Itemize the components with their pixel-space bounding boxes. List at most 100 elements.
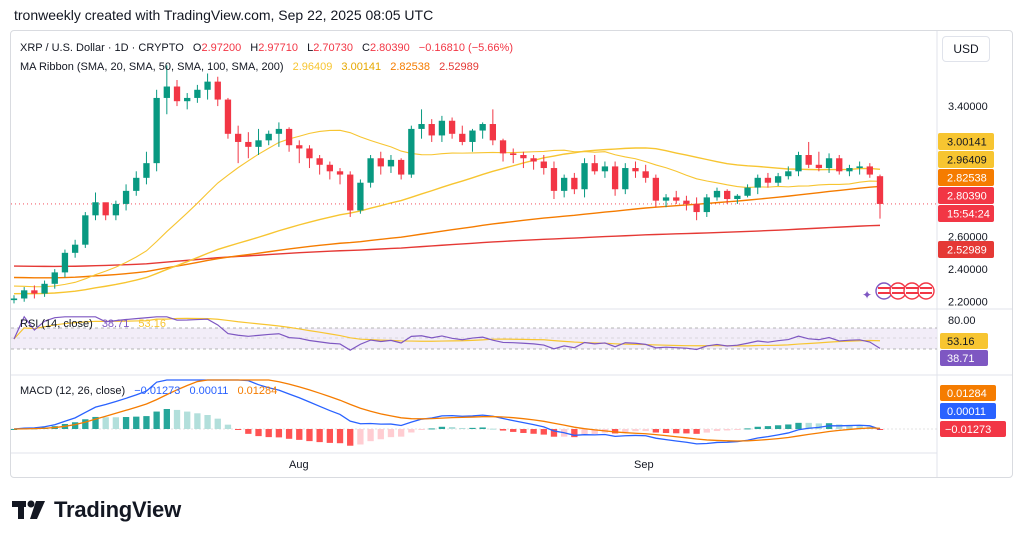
candle-body: [530, 158, 537, 162]
macd-histogram-bar: [418, 429, 425, 430]
candle-body: [571, 177, 578, 190]
close-value: 2.80390: [370, 42, 410, 54]
candle-body: [611, 166, 619, 190]
candle-body: [31, 290, 38, 294]
candle-body: [265, 133, 272, 141]
macd-histogram-bar: [499, 429, 507, 431]
x-axis-sep: Sep: [634, 459, 654, 471]
svg-text:RSI (14, close) 38.71: RSI (14, close) 38.71 53.16: [20, 318, 166, 330]
macd-histogram-bar: [316, 429, 323, 443]
candle-body: [510, 153, 517, 155]
candle-body: [724, 190, 731, 200]
svg-text:MACD (12, 26, close) −0.01: MACD (12, 26, close) −0.01273 0.00011 0.…: [20, 385, 277, 397]
candle-body: [133, 177, 140, 191]
candle-body: [173, 86, 181, 102]
price-tick-label: 3.40000: [948, 101, 988, 113]
macd-histogram-bar: [652, 429, 660, 433]
price-axis-label-ma20: 2.96409: [947, 155, 987, 167]
candle-body: [71, 244, 79, 253]
candle-body: [357, 182, 364, 211]
price-label-bg: [938, 151, 994, 168]
candle-body: [774, 176, 782, 183]
candle-body: [397, 159, 405, 175]
macd-histogram-bar: [92, 416, 99, 429]
candle-body: [347, 174, 354, 211]
macd-histogram-bar: [336, 429, 344, 444]
price-axis-label-price: 2.80390: [947, 191, 987, 203]
candle-body: [856, 166, 863, 169]
price-axis-label-ma50: 3.00141: [947, 137, 987, 149]
symbol-name: XRP / U.S. Dollar · 1D · CRYPTO: [20, 42, 184, 54]
candle-body: [693, 203, 700, 213]
macd-histogram-bar: [408, 429, 415, 433]
macd-histogram-bar: [184, 411, 191, 429]
price-label-bg: [938, 133, 994, 150]
macd-histogram-bar: [622, 429, 629, 433]
macd-histogram-bar: [122, 417, 130, 429]
candle-body: [581, 163, 588, 190]
macd-histogram-bar: [836, 424, 843, 429]
macd-histogram-bar: [357, 429, 364, 445]
currency-button[interactable]: USD: [942, 36, 990, 62]
candle-body: [153, 97, 160, 164]
candle-body: [194, 89, 201, 98]
candle-body: [316, 158, 323, 165]
macd-histogram-bar: [10, 429, 18, 430]
candle-body: [673, 197, 680, 201]
candle-body: [122, 190, 130, 204]
macd-histogram-bar: [795, 422, 802, 429]
macd-signal-line: [13, 379, 881, 442]
candle-body: [601, 166, 609, 172]
macd-histogram-bar: [520, 429, 527, 433]
macd-histogram-bar: [347, 429, 354, 446]
macd-histogram-bar: [163, 409, 170, 429]
macd-histogram-bar: [754, 426, 761, 429]
macd-histogram-bar: [448, 427, 456, 429]
chart-frame: [10, 30, 1013, 478]
flag-us-icon[interactable]: [917, 282, 935, 300]
macd-histogram-bar: [764, 426, 772, 429]
rsi-axis-label: 38.71: [947, 353, 975, 365]
rsi-value: 38.71: [102, 318, 130, 330]
low-value: 2.70730: [313, 42, 353, 54]
macd-histogram-bar: [724, 429, 731, 431]
macd-histogram-bar: [611, 429, 619, 434]
macd-histogram-bar: [112, 417, 120, 429]
macd-label: MACD (12, 26, close): [20, 385, 125, 397]
macd-histogram-bar: [744, 428, 751, 430]
candle-body: [234, 133, 242, 142]
candle-body: [713, 190, 721, 198]
candle-body: [306, 148, 313, 159]
macd-histogram-bar: [387, 429, 395, 438]
price-label-bg: [938, 240, 994, 258]
macd-hist-axis-label: 0.01284: [947, 388, 987, 400]
candle-body: [143, 163, 150, 178]
macd-histogram-bar: [846, 425, 853, 429]
candle-body: [550, 168, 558, 191]
ma20-value: 2.96409: [293, 61, 333, 73]
candle-body: [703, 197, 710, 213]
macd-histogram-bar: [673, 429, 680, 434]
sma-200-line: [13, 224, 881, 268]
candle-body: [499, 140, 507, 154]
candle-body: [683, 200, 690, 204]
macd-histogram-bar: [265, 429, 272, 438]
candle-body: [876, 176, 884, 204]
macd-histogram-bar: [296, 429, 303, 440]
macd-histogram-bar: [397, 429, 405, 437]
event-flags[interactable]: ✦: [862, 282, 935, 302]
candle-body: [61, 252, 69, 273]
candle-body: [296, 145, 303, 149]
macd-histogram-bar: [856, 425, 863, 429]
x-axis-aug: Aug: [289, 459, 309, 471]
macd-histogram-bar: [82, 419, 89, 429]
candle-body: [245, 141, 252, 147]
macd-histogram-bar: [214, 418, 221, 429]
macd-histogram-bar: [326, 429, 333, 443]
macd-histogram-bar: [71, 422, 79, 429]
candle-body: [438, 120, 446, 136]
ma-ribbon-label: MA Ribbon (SMA, 20, SMA, 50, SMA, 100, S…: [20, 61, 284, 73]
tradingview-branding: TradingView: [12, 497, 181, 523]
macd-histogram-bar: [438, 426, 446, 429]
